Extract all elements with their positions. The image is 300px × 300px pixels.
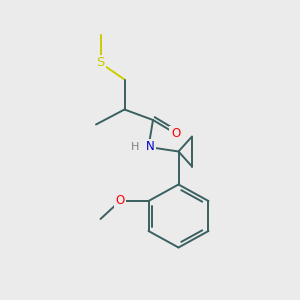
Text: H: H	[131, 142, 139, 152]
Text: N: N	[146, 140, 154, 154]
Text: O: O	[116, 194, 124, 208]
Text: O: O	[171, 127, 180, 140]
Text: S: S	[96, 56, 105, 70]
